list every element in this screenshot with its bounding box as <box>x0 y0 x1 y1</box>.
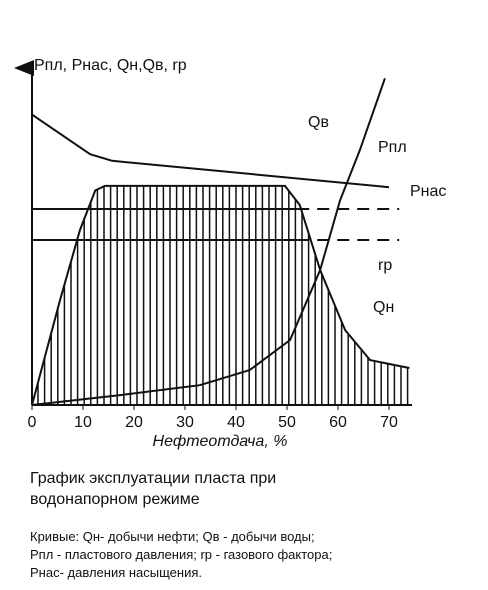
note-line: Рнас- давления насыщения. <box>30 565 202 580</box>
x-tick-label: 10 <box>74 414 92 431</box>
chart: Рпл, Рнас, Qн,Qв, rр Нефтеотдача, % 0 10 2… <box>14 57 446 450</box>
series-label: Qв <box>308 114 329 131</box>
x-tick-label: 0 <box>28 414 37 431</box>
x-tick-label: 70 <box>380 414 398 431</box>
x-tick-label: 60 <box>329 414 347 431</box>
y-axis-label: Рпл, Рнас, Qн,Qв, rр <box>34 57 187 74</box>
series-label: Рнас <box>410 183 446 200</box>
caption: График эксплуатации пласта при водонапор… <box>30 470 277 508</box>
series-label: Qн <box>373 299 394 316</box>
series-line <box>31 77 386 406</box>
x-tick-label: 40 <box>227 414 245 431</box>
notes: Кривые: Qн- добычи нефти; Qв - добычи во… <box>30 528 332 582</box>
x-tick-label: 30 <box>176 414 194 431</box>
series-line <box>31 184 410 406</box>
x-tick-label: 20 <box>125 414 143 431</box>
note-line: Рпл - пластового давления; rр - газового… <box>30 547 333 562</box>
x-tick-label: 50 <box>278 414 296 431</box>
x-axis-label: Нефтеотдача, % <box>153 433 288 450</box>
note-line: Кривые: Qн- добычи нефти; Qв - добычи во… <box>30 529 315 544</box>
series-label: Рпл <box>378 139 407 156</box>
series-label: rр <box>378 257 392 274</box>
series-line <box>31 113 390 189</box>
